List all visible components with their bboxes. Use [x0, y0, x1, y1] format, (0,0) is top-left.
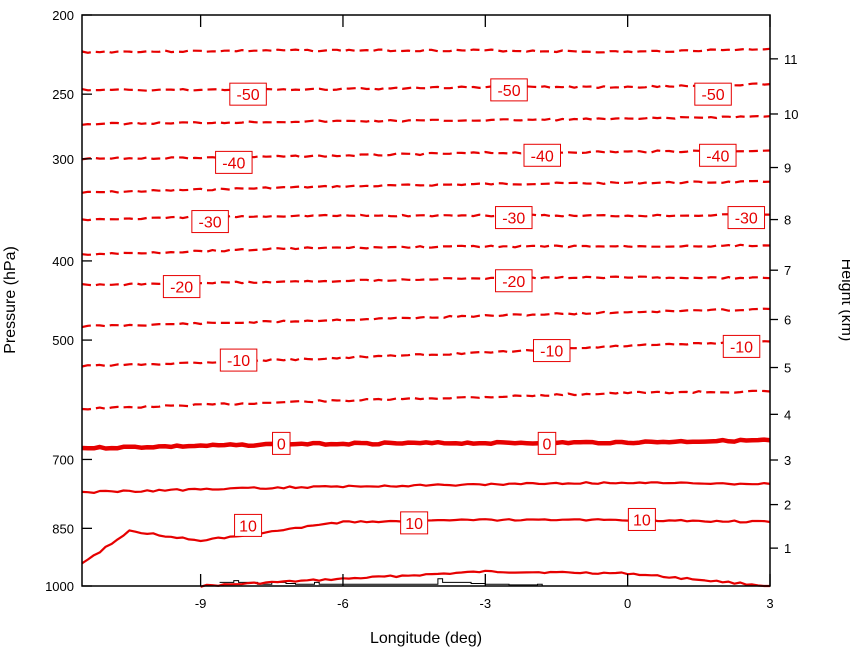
- y-tick-label: 400: [52, 254, 74, 269]
- contour-label: -40: [706, 148, 729, 165]
- contour-label: 10: [239, 518, 257, 535]
- contour-label: -30: [199, 215, 222, 232]
- y-tick-label: 500: [52, 333, 74, 348]
- contour-label-box: [727, 206, 766, 230]
- contour-line: [81, 481, 771, 494]
- contour-label-box: [162, 275, 201, 299]
- contour-label-box: [400, 511, 429, 535]
- y-tick-label: 300: [52, 152, 74, 167]
- contour-labels: -50 -50 -50 -40 -40 -40 -30 -30 -30 -20 -20 -10 -10 -…: [162, 78, 766, 537]
- contour-label-box: [523, 143, 561, 167]
- contour-line: [81, 437, 771, 451]
- contour-label: 10: [633, 512, 651, 529]
- contour-label: -40: [222, 155, 245, 172]
- contour-label-box: [537, 431, 557, 455]
- contour-line: [81, 243, 771, 256]
- y-tick-label: 700: [52, 452, 74, 467]
- contour-line: [81, 114, 771, 126]
- contour-label-box: [191, 210, 229, 234]
- contour-label-box: [219, 348, 258, 372]
- contour-label: -50: [237, 87, 260, 104]
- y-right-axis-title: Height (km): [838, 259, 850, 342]
- contour-line: [81, 213, 770, 222]
- y-right-tick-label: 11: [784, 52, 798, 67]
- y-right-tick-label: 3: [784, 453, 791, 468]
- contour-label: -30: [502, 211, 525, 228]
- contour-label: -10: [540, 344, 563, 361]
- contour-label: -10: [730, 339, 753, 356]
- contour-label-box: [694, 82, 732, 106]
- contour-label-box: [229, 82, 267, 106]
- contour-label-box: [495, 206, 533, 230]
- contour-line: [81, 307, 771, 329]
- contour-label-box: [627, 507, 656, 531]
- plot-frame: [81, 14, 771, 587]
- contour-label: 10: [405, 516, 423, 533]
- y-tick-label: 200: [52, 8, 74, 23]
- y-right-tick-label: 10: [784, 107, 798, 122]
- contour-label: -10: [227, 353, 250, 370]
- contour-label: -20: [502, 274, 525, 291]
- x-tick-label: 3: [766, 596, 773, 611]
- y-tick-label: 850: [52, 521, 74, 536]
- x-axis-title: Longitude (deg): [370, 630, 482, 647]
- contour-line: [81, 47, 771, 54]
- y-right-tick-label: 2: [784, 498, 791, 513]
- y-right-tick-label: 1: [784, 541, 791, 556]
- contour-line: [81, 82, 771, 92]
- contour-label: -30: [735, 211, 758, 228]
- contour-line: [81, 179, 771, 194]
- contour-label: -40: [531, 148, 554, 165]
- contour-lines: [81, 47, 771, 588]
- y-right-tick-label: 9: [784, 161, 791, 176]
- contour-line: [200, 569, 770, 588]
- y-right-tick-label: 4: [784, 407, 791, 422]
- x-tick-label: 0: [624, 596, 631, 611]
- contour-label-box: [699, 143, 737, 167]
- contour-label-box: [215, 150, 253, 174]
- y-tick-label: 250: [52, 87, 74, 102]
- y-right-tick-label: 7: [784, 263, 791, 278]
- contour-label: -20: [170, 280, 193, 297]
- contour-label: -50: [497, 83, 520, 100]
- contour-label-box: [722, 334, 761, 358]
- y-right-tick-label: 8: [784, 213, 791, 228]
- contour-label-box: [532, 339, 571, 363]
- x-tick-label: -6: [337, 596, 349, 611]
- x-tick-label: -3: [480, 596, 492, 611]
- contour-label-box: [495, 269, 533, 293]
- axes: -9 -6 -3 0 320025030040050070085010001234567…: [45, 8, 798, 611]
- y-right-tick-label: 5: [784, 361, 791, 376]
- contour-line: [81, 340, 771, 368]
- contour-line: [81, 149, 771, 161]
- y-tick-label: 1000: [45, 579, 74, 594]
- contour-label-box: [234, 513, 263, 537]
- y-axis-title: Pressure (hPa): [2, 246, 19, 354]
- contour-label: -50: [701, 87, 724, 104]
- x-tick-label: -9: [195, 596, 207, 611]
- contour-line: [81, 389, 771, 411]
- contour-label: 0: [277, 436, 286, 453]
- contour-label-box: [272, 431, 291, 455]
- contour-label-box: [490, 78, 528, 102]
- y-right-tick-label: 6: [784, 312, 791, 327]
- contour-label: 0: [543, 436, 552, 453]
